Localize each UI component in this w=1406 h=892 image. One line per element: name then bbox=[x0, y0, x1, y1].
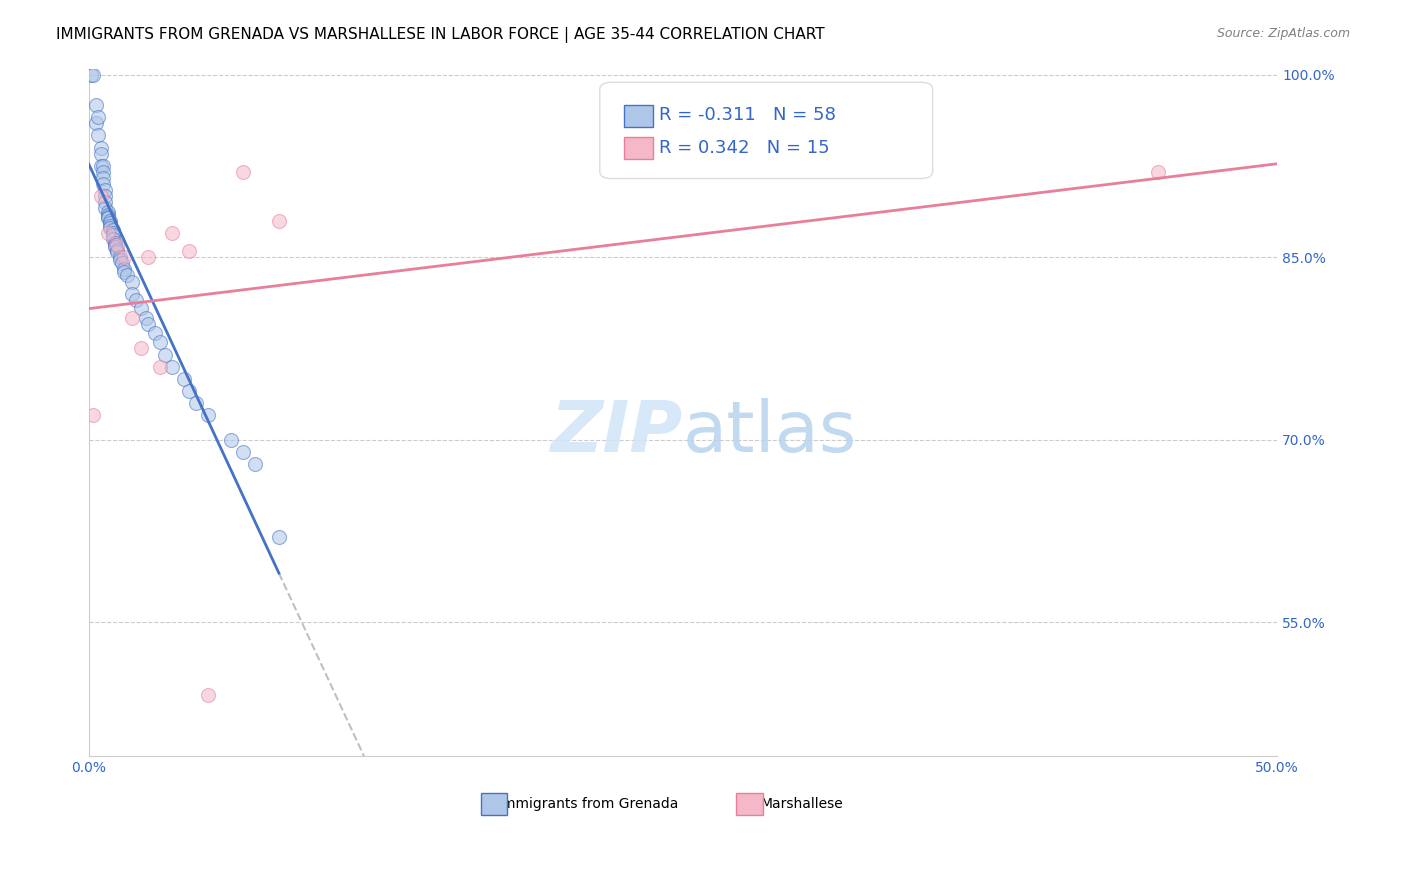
Point bbox=[184, 396, 207, 410]
Point bbox=[91, 159, 114, 173]
Text: Marshallese: Marshallese bbox=[761, 797, 844, 812]
Point bbox=[105, 245, 128, 260]
Point bbox=[97, 208, 120, 222]
Text: atlas: atlas bbox=[683, 399, 858, 467]
Point bbox=[160, 359, 183, 374]
Point bbox=[90, 141, 112, 155]
Point bbox=[149, 335, 172, 350]
Point bbox=[115, 268, 138, 283]
Point bbox=[121, 286, 143, 301]
Point bbox=[97, 210, 120, 224]
Text: R = -0.311   N = 58: R = -0.311 N = 58 bbox=[659, 106, 837, 124]
Point bbox=[97, 211, 120, 226]
Point bbox=[149, 359, 172, 374]
Point bbox=[125, 293, 148, 307]
Point bbox=[129, 342, 152, 356]
Text: Source: ZipAtlas.com: Source: ZipAtlas.com bbox=[1216, 27, 1350, 40]
Point bbox=[197, 689, 219, 703]
Point bbox=[90, 146, 112, 161]
Point bbox=[111, 256, 134, 270]
Point bbox=[80, 68, 103, 82]
Y-axis label: In Labor Force | Age 35-44: In Labor Force | Age 35-44 bbox=[0, 321, 14, 504]
FancyBboxPatch shape bbox=[481, 793, 508, 814]
Point bbox=[82, 409, 104, 423]
Point bbox=[177, 384, 200, 398]
Point bbox=[84, 116, 107, 130]
Point bbox=[232, 445, 254, 459]
FancyBboxPatch shape bbox=[737, 793, 762, 814]
Point bbox=[221, 433, 243, 447]
Point bbox=[112, 250, 135, 264]
Point bbox=[173, 372, 195, 386]
Point bbox=[90, 189, 112, 203]
Point bbox=[90, 159, 112, 173]
Point bbox=[101, 223, 124, 237]
Point bbox=[112, 262, 135, 277]
Point bbox=[87, 128, 110, 143]
Point bbox=[108, 252, 131, 267]
Point bbox=[232, 165, 254, 179]
Point bbox=[97, 226, 120, 240]
Text: Immigrants from Grenada: Immigrants from Grenada bbox=[498, 797, 678, 812]
Point bbox=[197, 409, 219, 423]
Point bbox=[135, 311, 157, 326]
Point bbox=[160, 226, 183, 240]
Point bbox=[104, 235, 127, 250]
Point bbox=[101, 232, 124, 246]
Point bbox=[243, 457, 266, 471]
Point bbox=[82, 68, 104, 82]
Point bbox=[121, 275, 143, 289]
Point bbox=[101, 228, 124, 243]
Point bbox=[98, 213, 121, 227]
Point bbox=[104, 238, 127, 252]
Point bbox=[98, 216, 121, 230]
Point bbox=[91, 171, 114, 186]
Point bbox=[105, 238, 128, 252]
FancyBboxPatch shape bbox=[600, 82, 932, 178]
Text: IMMIGRANTS FROM GRENADA VS MARSHALLESE IN LABOR FORCE | AGE 35-44 CORRELATION CH: IMMIGRANTS FROM GRENADA VS MARSHALLESE I… bbox=[56, 27, 825, 43]
Point bbox=[91, 177, 114, 191]
Point bbox=[1147, 165, 1170, 179]
Point bbox=[94, 195, 117, 210]
Text: ZIP: ZIP bbox=[551, 399, 683, 467]
Point bbox=[143, 326, 166, 340]
Point bbox=[98, 219, 121, 233]
Point bbox=[136, 317, 159, 331]
Point bbox=[112, 265, 135, 279]
Point bbox=[105, 243, 128, 257]
Point bbox=[94, 183, 117, 197]
Point bbox=[108, 250, 131, 264]
Text: R = 0.342   N = 15: R = 0.342 N = 15 bbox=[659, 138, 830, 157]
Point bbox=[98, 221, 121, 235]
Point bbox=[153, 347, 176, 361]
Point bbox=[84, 98, 107, 112]
Point bbox=[129, 301, 152, 316]
Point bbox=[104, 240, 127, 254]
Point bbox=[267, 213, 290, 227]
Point bbox=[94, 189, 117, 203]
Point bbox=[136, 250, 159, 264]
Point bbox=[91, 165, 114, 179]
Point bbox=[97, 205, 120, 219]
Point bbox=[101, 226, 124, 240]
Point bbox=[94, 202, 117, 216]
Point bbox=[121, 311, 143, 326]
FancyBboxPatch shape bbox=[624, 104, 654, 127]
Point bbox=[177, 244, 200, 258]
Point bbox=[267, 530, 290, 544]
Point bbox=[87, 110, 110, 124]
FancyBboxPatch shape bbox=[624, 137, 654, 160]
